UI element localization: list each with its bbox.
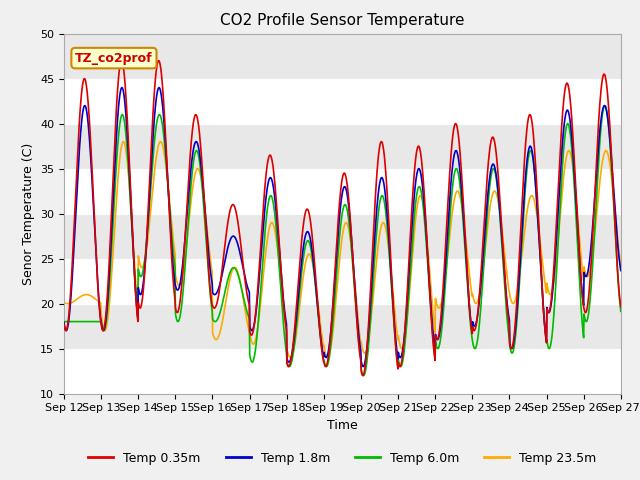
Bar: [64, 214, 621, 259]
Bar: [64, 79, 621, 123]
Bar: [64, 123, 621, 168]
Bar: [64, 348, 621, 394]
X-axis label: Time: Time: [327, 419, 358, 432]
Bar: [64, 303, 621, 348]
Legend: Temp 0.35m, Temp 1.8m, Temp 6.0m, Temp 23.5m: Temp 0.35m, Temp 1.8m, Temp 6.0m, Temp 2…: [83, 447, 602, 469]
Text: TZ_co2prof: TZ_co2prof: [75, 51, 153, 65]
Bar: [64, 168, 621, 214]
Bar: [64, 34, 621, 79]
Y-axis label: Senor Temperature (C): Senor Temperature (C): [22, 143, 35, 285]
Title: CO2 Profile Sensor Temperature: CO2 Profile Sensor Temperature: [220, 13, 465, 28]
Bar: [64, 259, 621, 303]
